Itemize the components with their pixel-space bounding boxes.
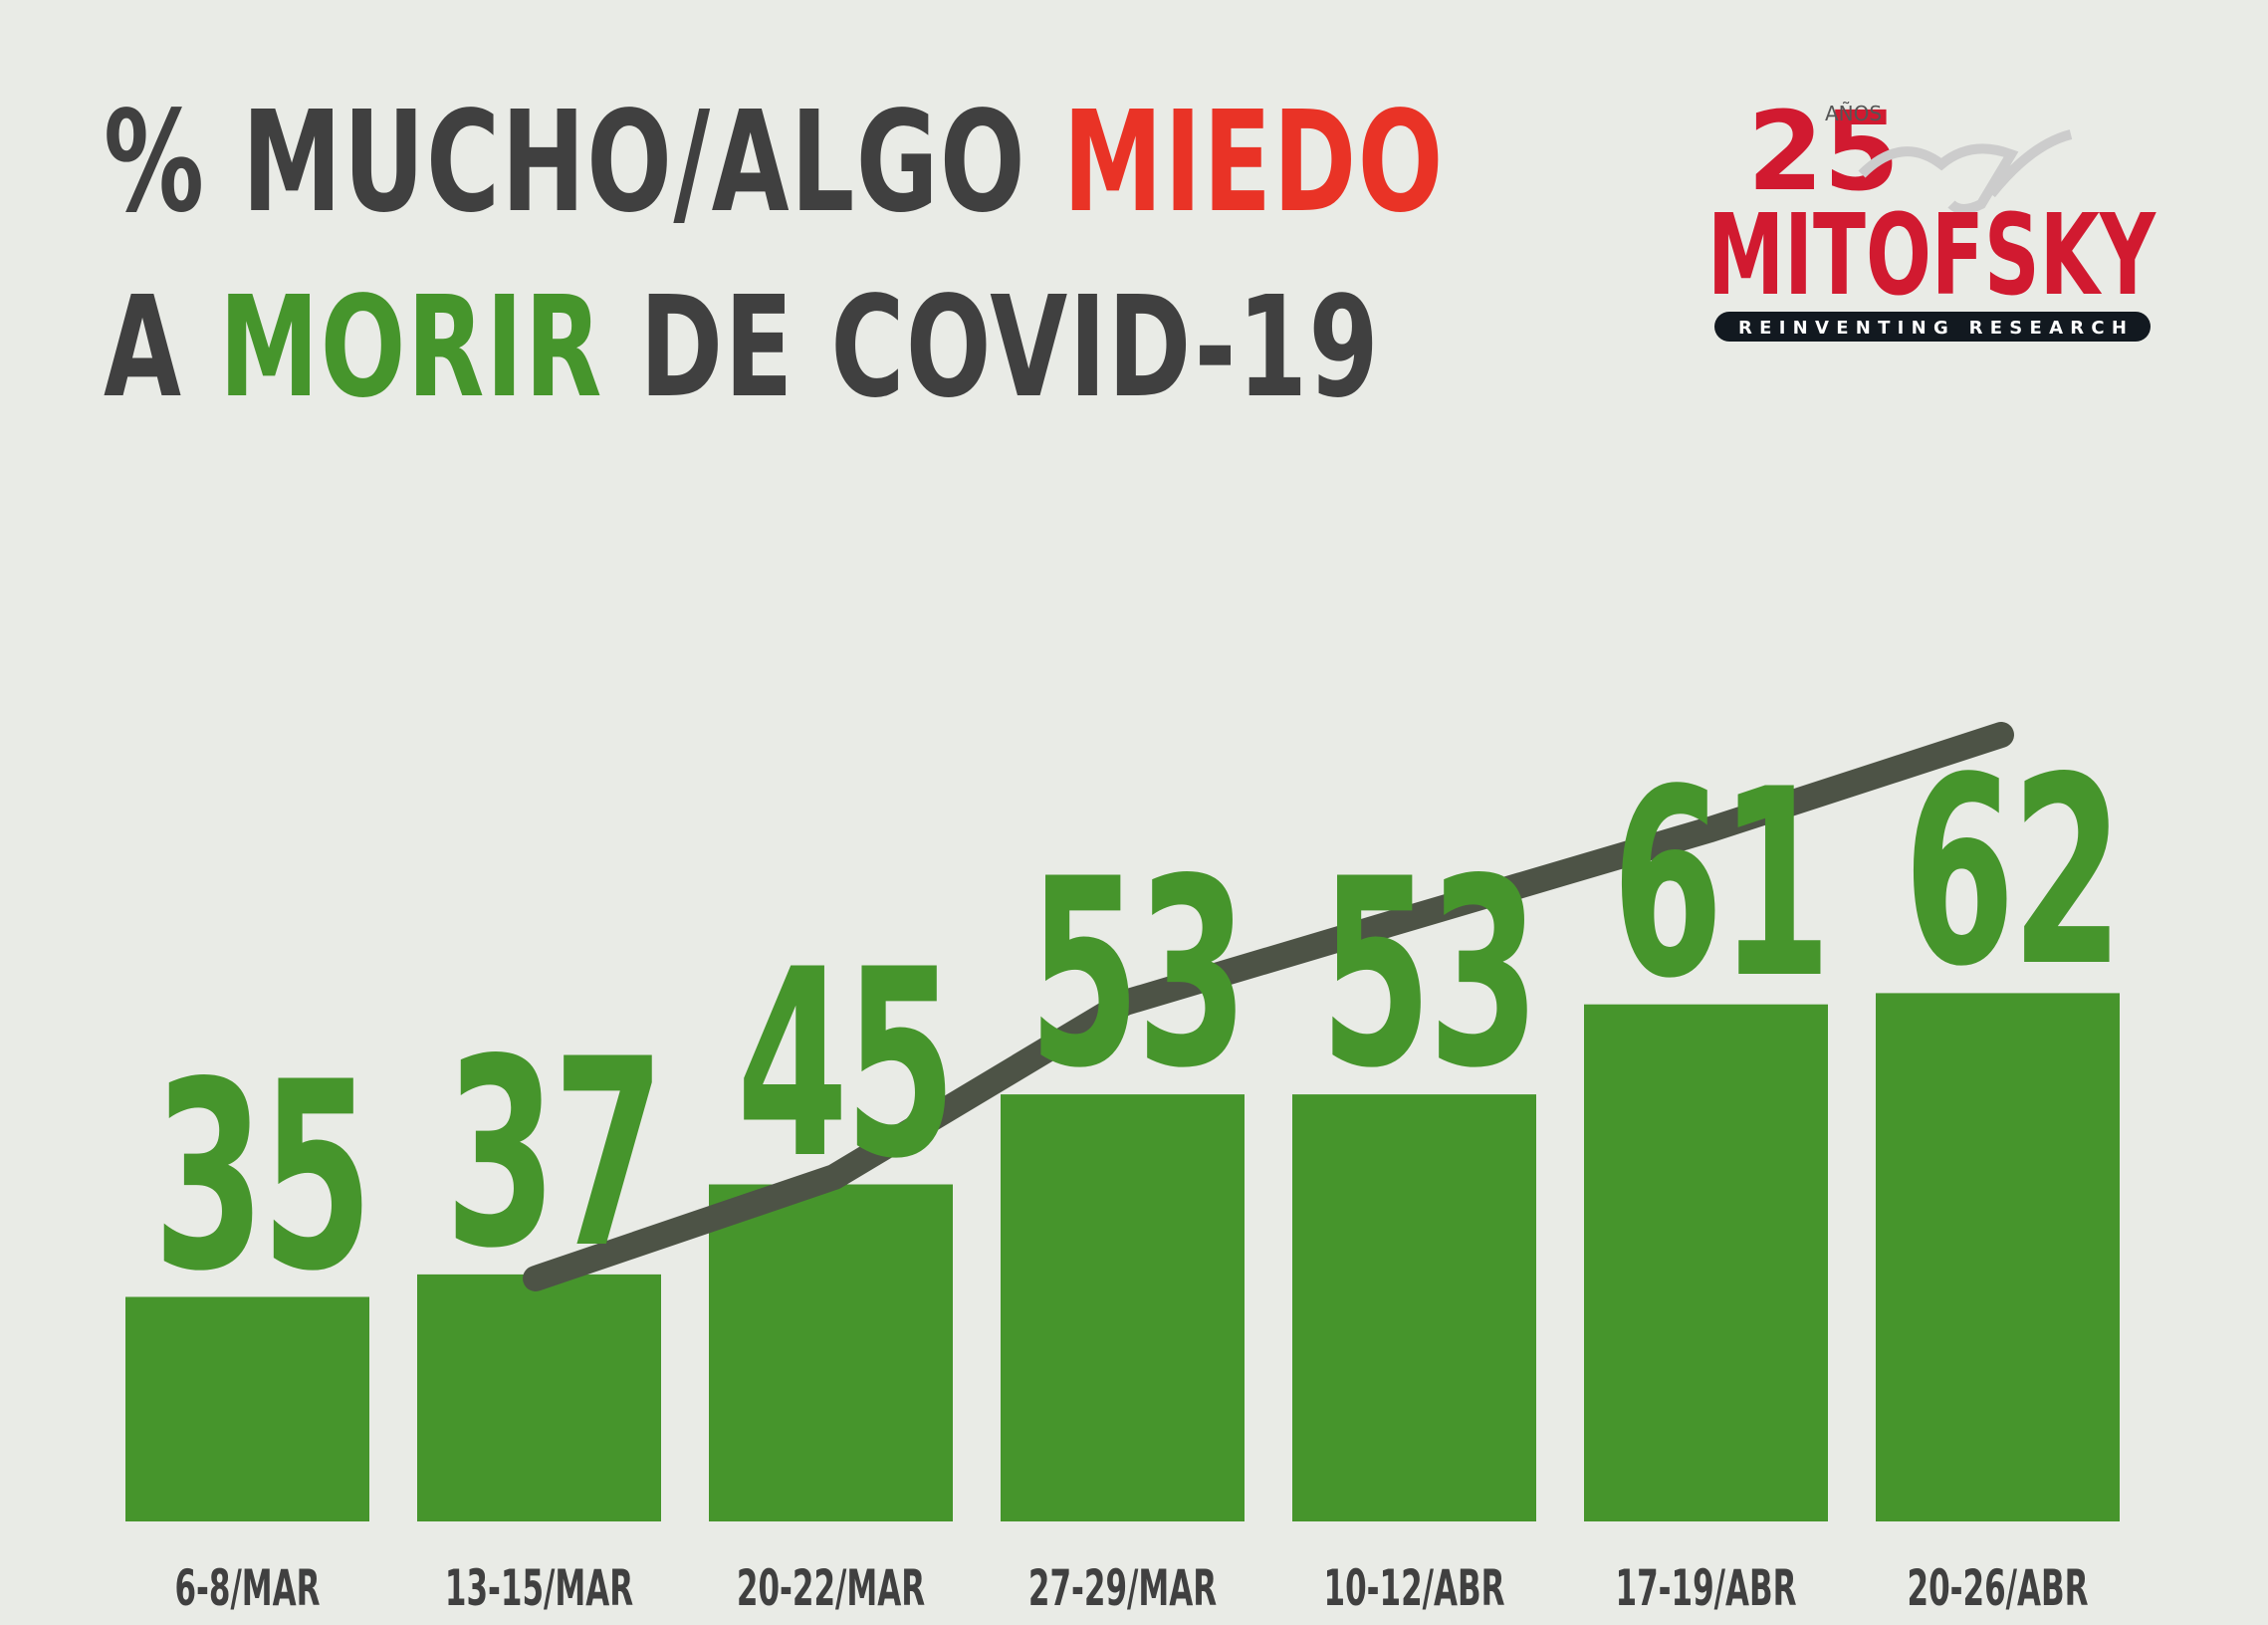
bars [125,993,2120,1521]
x-axis-label: 20-22/MAR [736,1559,926,1617]
mitofsky-logo-graphic: 25 AÑOS MITOFSKY REINVENTING RESEARCH [1707,88,2156,342]
bar-value-label: 35 [152,1027,373,1328]
bar-27-29/MAR [1001,1094,1245,1521]
logo-25: 25 [1747,95,1900,215]
logo-anos: AÑOS [1825,102,1882,125]
bar-10-12/ABR [1292,1094,1536,1521]
logo-tagline: REINVENTING RESEARCH [1738,318,2127,339]
title-text: A [104,267,219,429]
title-highlight-miedo: MIEDO [1062,82,1445,244]
bar-value-label: 62 [1903,723,2124,1025]
logo-tagline-pill [1714,312,2151,342]
bar-20-26/ABR [1876,993,2120,1521]
bar-value-label: 53 [1027,824,1248,1126]
logo-swoosh-icon [1858,129,2073,214]
bar-value-label: 53 [1319,824,1540,1126]
x-axis-label: 10-12/ABR [1323,1559,1505,1617]
bar-value-label: 45 [736,914,957,1216]
title-text: DE COVID-19 [602,267,1381,429]
bar-17-19/ABR [1584,1004,1828,1521]
bar-value-label: 61 [1611,734,1832,1036]
title-text: % MUCHO/ALGO [104,82,1063,244]
bar-6-8/MAR [125,1296,369,1521]
mitofsky-logo: 25 AÑOS MITOFSKY REINVENTING RESEARCH [1693,88,2170,383]
x-axis-label: 20-26/ABR [1907,1559,2089,1617]
bar-20-22/MAR [709,1184,953,1521]
x-axis-label: 6-8/MAR [174,1559,321,1617]
title-highlight-morir: MORIR [218,267,603,429]
title-line-1: % MUCHO/ALGO MIEDO [104,82,1445,244]
bar-13-15/MAR [417,1274,661,1521]
x-axis-label: 27-29/MAR [1027,1559,1218,1617]
trend-line [523,722,2014,1291]
bar-value-label: 37 [444,1004,665,1305]
x-axis-label: 13-15/MAR [444,1559,634,1617]
logo-brand: MITOFSKY [1707,191,2156,321]
title-line-2: A MORIR DE COVID-19 [104,267,1380,429]
x-axis-label: 17-19/ABR [1615,1559,1797,1617]
